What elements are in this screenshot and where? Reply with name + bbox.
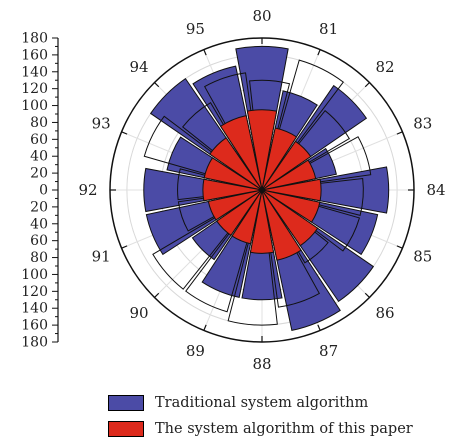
bar-this-paper-90 xyxy=(216,189,263,236)
radial-tick-label: 40 xyxy=(30,216,48,232)
category-label-94: 94 xyxy=(129,58,148,76)
category-label-82: 82 xyxy=(375,58,394,76)
legend-swatch-this-paper xyxy=(108,421,144,437)
category-label-90: 90 xyxy=(129,304,148,322)
radial-tick-label: 60 xyxy=(30,132,48,148)
category-label-87: 87 xyxy=(319,342,338,360)
bar-this-paper-87 xyxy=(261,189,302,261)
bar-this-paper-86 xyxy=(261,189,319,247)
category-label-88: 88 xyxy=(252,355,271,373)
bar-outline-90 xyxy=(152,189,263,290)
radial-tick-label: 140 xyxy=(21,64,48,80)
bar-this-paper-94 xyxy=(209,137,263,191)
bar-this-paper-91 xyxy=(207,189,263,221)
radial-tick-label: 80 xyxy=(30,250,48,266)
polar-bar-chart: 8081828384858687888990919293949518016014… xyxy=(21,7,445,373)
radial-tick-label: 180 xyxy=(21,335,48,351)
outer-tick xyxy=(317,324,321,331)
legend-item-this-paper: The system algorithm of this paper xyxy=(108,416,413,442)
radial-tick-label: 20 xyxy=(30,199,48,215)
radial-tick-label: 60 xyxy=(30,233,48,249)
bar-this-paper-84 xyxy=(261,178,322,202)
bar-outline-93 xyxy=(143,115,263,191)
bar-outline-91 xyxy=(177,189,263,232)
outer-tick xyxy=(203,49,207,56)
category-label-95: 95 xyxy=(186,20,205,38)
radial-tick-label: 140 xyxy=(21,301,48,317)
radial-tick-label: 160 xyxy=(21,47,48,63)
outer-tick xyxy=(396,245,403,249)
outer-tick xyxy=(154,82,160,88)
category-label-80: 80 xyxy=(252,7,271,25)
bar-traditional-84 xyxy=(261,166,390,214)
bar-this-paper-85 xyxy=(261,189,321,223)
radial-tick-label: 0 xyxy=(39,183,48,199)
bar-outline-87 xyxy=(261,189,320,308)
bar-this-paper-88 xyxy=(249,189,275,254)
category-label-83: 83 xyxy=(413,114,432,132)
bar-this-paper-81 xyxy=(261,127,298,191)
outer-tick xyxy=(364,292,370,298)
outer-tick xyxy=(317,49,321,56)
radial-tick-label: 120 xyxy=(21,284,48,300)
radial-tick-label: 40 xyxy=(30,149,48,165)
outer-tick xyxy=(121,245,128,249)
bar-outline-88 xyxy=(227,189,278,326)
bar-this-paper-83 xyxy=(261,159,317,191)
category-label-91: 91 xyxy=(92,248,111,266)
radial-tick-label: 180 xyxy=(21,31,48,47)
bar-this-paper-82 xyxy=(261,140,312,191)
bar-outline-81 xyxy=(261,59,345,191)
outer-tick xyxy=(154,292,160,298)
bar-this-paper-80 xyxy=(246,109,278,191)
category-label-81: 81 xyxy=(319,20,338,38)
outer-tick xyxy=(396,131,403,135)
bar-outline-86 xyxy=(261,189,329,264)
radial-tick-label: 160 xyxy=(21,318,48,334)
bar-outline-85 xyxy=(261,189,361,252)
bar-outline-83 xyxy=(261,136,372,191)
bar-outline-95 xyxy=(204,72,263,191)
outer-tick xyxy=(203,324,207,331)
bar-this-paper-93 xyxy=(203,157,263,191)
radial-tick-label: 80 xyxy=(30,115,48,131)
outer-tick xyxy=(364,82,370,88)
bar-this-paper-95 xyxy=(219,115,263,191)
category-label-93: 93 xyxy=(92,114,111,132)
bar-outline-92 xyxy=(177,168,263,201)
radial-tick-label: 20 xyxy=(30,166,48,182)
legend-item-traditional: Traditional system algorithm xyxy=(108,390,413,416)
bar-this-paper-92 xyxy=(202,178,263,202)
radial-tick-label: 100 xyxy=(21,267,48,283)
bar-outline-94 xyxy=(181,102,263,191)
category-label-86: 86 xyxy=(375,304,394,322)
legend-label-traditional: Traditional system algorithm xyxy=(155,395,369,411)
radial-tick-label: 120 xyxy=(21,81,48,97)
legend: Traditional system algorithm The system … xyxy=(108,390,413,442)
bar-outline-80 xyxy=(249,79,291,191)
radial-tick-label: 100 xyxy=(21,98,48,114)
bar-outline-82 xyxy=(261,109,350,191)
outer-tick xyxy=(121,131,128,135)
category-label-85: 85 xyxy=(413,248,432,266)
bar-outline-84 xyxy=(261,177,364,216)
bar-this-paper-89 xyxy=(231,189,263,245)
category-label-89: 89 xyxy=(186,342,205,360)
bar-outline-89 xyxy=(185,189,263,313)
category-label-84: 84 xyxy=(426,181,445,199)
legend-label-this-paper: The system algorithm of this paper xyxy=(155,421,413,437)
legend-swatch-traditional xyxy=(108,395,144,411)
category-label-92: 92 xyxy=(78,181,97,199)
